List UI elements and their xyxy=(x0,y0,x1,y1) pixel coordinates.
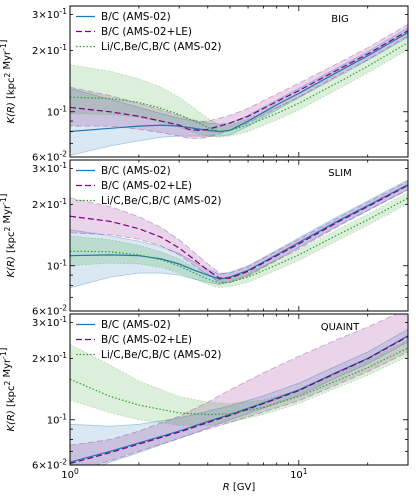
x-tick-label: 100 xyxy=(61,467,79,481)
x-ticks xyxy=(69,160,409,311)
legend: B/C (AMS-02) B/C (AMS-02+LE) Li/C,Be/C,B/C… xyxy=(76,319,222,361)
plot-area xyxy=(70,179,408,289)
plot-area xyxy=(70,23,408,156)
series-line-0 xyxy=(70,184,408,280)
legend-entry: Li/C,Be/C,B/C (AMS-02) xyxy=(101,41,222,53)
model-label-big: BIG xyxy=(331,14,349,25)
y-axis-label: K(R) [kpc2 Myr-1] xyxy=(0,39,17,123)
legend-entry: B/C (AMS-02+LE) xyxy=(101,334,192,346)
y-tick-label: 3×10-1 xyxy=(32,315,67,329)
y-tick-label: 10-1 xyxy=(47,412,67,426)
y-tick-label: 2×10-1 xyxy=(32,197,67,211)
series-line-2 xyxy=(70,42,408,133)
legend: B/C (AMS-02) B/C (AMS-02+LE) Li/C,Be/C,B/C… xyxy=(76,11,222,53)
y-axis-label: K(R) [kpc2 Myr-1] xyxy=(0,347,17,431)
x-ticks xyxy=(69,314,409,465)
legend-entry: B/C (AMS-02+LE) xyxy=(101,180,192,192)
panel-quaint: 6×10-2 10-1 2×10-1 3×10-1 100 101 K(R) [kpc2 M… xyxy=(0,313,409,481)
y-tick-label: 3×10-1 xyxy=(32,7,67,21)
legend-entry: B/C (AMS-02) xyxy=(101,165,171,177)
y-tick-label: 6×10-2 xyxy=(32,458,67,472)
axes-frame xyxy=(69,5,409,158)
band-1 xyxy=(70,180,408,283)
model-label-quaint: QUAINT xyxy=(321,322,360,333)
band-1 xyxy=(70,314,408,465)
band-2 xyxy=(70,339,408,426)
band-2 xyxy=(70,191,408,289)
band-1 xyxy=(70,23,408,139)
series-line-1 xyxy=(70,335,408,465)
band-0 xyxy=(70,27,408,156)
legend-entry: B/C (AMS-02+LE) xyxy=(101,26,192,38)
y-tick-label: 2×10-1 xyxy=(32,351,67,365)
y-ticks xyxy=(70,14,408,158)
band-0 xyxy=(70,179,408,289)
series-line-2 xyxy=(70,347,408,416)
y-ticks xyxy=(70,322,408,466)
series-line-1 xyxy=(70,30,408,132)
plot-area xyxy=(70,314,408,465)
x-axis-label: R [GV] xyxy=(223,482,256,493)
y-axis-label: K(R) [kpc2 Myr-1] xyxy=(0,193,17,277)
series-line-0 xyxy=(70,335,408,463)
panel-big: 6×10-2 10-1 2×10-1 3×10-1 K(R) [kpc2 Myr-1] B… xyxy=(0,5,409,164)
legend-entry: B/C (AMS-02) xyxy=(101,319,171,331)
y-tick-label: 6×10-2 xyxy=(32,150,67,164)
series-line-1 xyxy=(70,184,408,279)
axes-frame xyxy=(69,159,409,312)
legend-entry: Li/C,Be/C,B/C (AMS-02) xyxy=(101,349,222,361)
axes-frame xyxy=(69,313,409,466)
y-tick-label: 10-1 xyxy=(47,104,67,118)
y-tick-label: 10-1 xyxy=(47,258,67,272)
legend: B/C (AMS-02) B/C (AMS-02+LE) Li/C,Be/C,B/C… xyxy=(76,165,222,207)
legend-entry: B/C (AMS-02) xyxy=(101,11,171,23)
x-tick-label: 101 xyxy=(290,467,308,481)
y-tick-label: 6×10-2 xyxy=(32,304,67,318)
y-tick-label: 3×10-1 xyxy=(32,161,67,175)
legend-entry: Li/C,Be/C,B/C (AMS-02) xyxy=(101,195,222,207)
y-ticks xyxy=(70,168,408,312)
model-label-slim: SLIM xyxy=(328,168,352,179)
band-2 xyxy=(70,35,408,138)
series-line-2 xyxy=(70,197,408,284)
panel-slim: 6×10-2 10-1 2×10-1 3×10-1 K(R) [kpc2 Myr-1] S… xyxy=(0,159,409,318)
panels-layer: 6×10-2 10-1 2×10-1 3×10-1 K(R) [kpc2 Myr-1] B… xyxy=(0,5,409,481)
x-ticks xyxy=(69,6,409,157)
y-tick-label: 2×10-1 xyxy=(32,43,67,57)
